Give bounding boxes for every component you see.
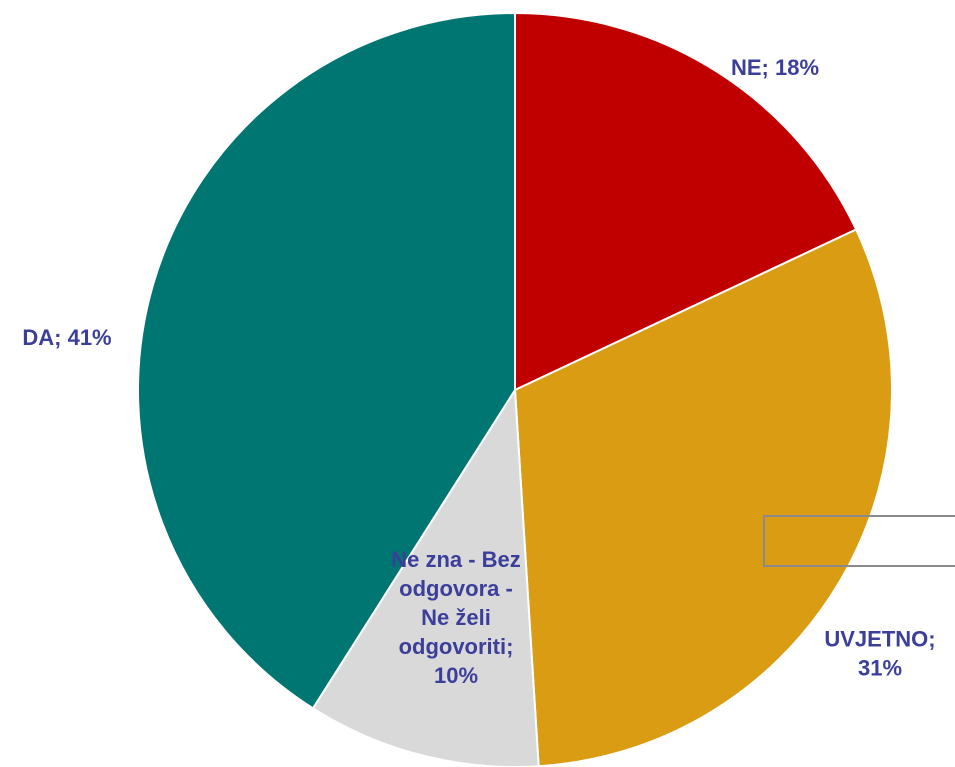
slice-label-line: Ne zna - Bez: [391, 547, 521, 572]
slice-label-line: UVJETNO;: [824, 627, 935, 652]
slice-label: NE; 18%: [731, 55, 819, 80]
pie-slice-ne: [514, 11, 858, 392]
slice-label-line: odgovoriti;: [399, 634, 514, 659]
slice-label: Ne zna - Bez odgovora - Ne želi odgovoriti;…: [391, 547, 521, 688]
slice-label-line: Ne želi: [421, 605, 491, 630]
slice-label: DA; 41%: [22, 325, 111, 350]
slice-label: UVJETNO; 31%: [824, 627, 935, 681]
pie-slice-da: [137, 11, 516, 710]
slice-label-line: DA; 41%: [22, 325, 111, 350]
slice-label-line: 31%: [858, 656, 902, 681]
pie-slice-uvjetno: [513, 228, 893, 767]
pie-labels: NE; 18% UVJETNO; 31% Ne zna - Bez odgovora -…: [22, 55, 935, 688]
slice-label-line: NE; 18%: [731, 55, 819, 80]
slice-label-line: odgovora -: [399, 576, 513, 601]
label-callout-box: [763, 515, 955, 567]
slice-label-line: 10%: [434, 663, 478, 688]
pie-slices: [137, 11, 893, 767]
